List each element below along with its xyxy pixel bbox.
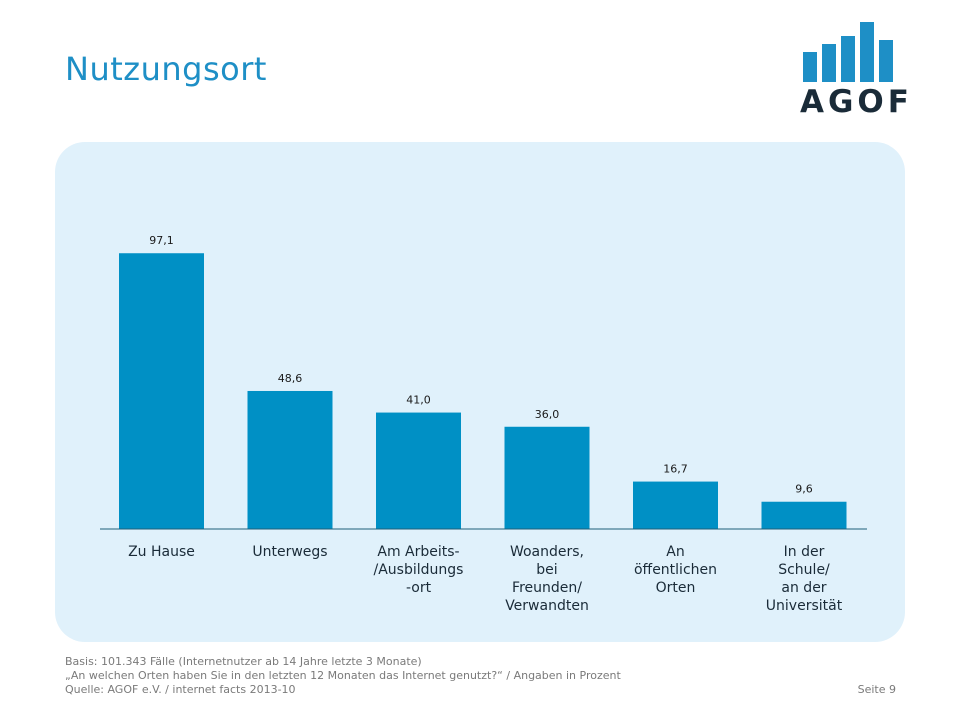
bar-chart: 97,1 Zu Hause 48,6 Unterwegs 41,0 Am Arbeits-…: [100, 234, 867, 614]
logo-bar: [803, 52, 817, 82]
bar: [376, 412, 461, 529]
bar-value-label: 9,6: [795, 483, 813, 496]
category-label: Woanders,: [510, 544, 584, 560]
category-label: In der: [784, 544, 825, 560]
footer-source: Quelle: AGOF e.V. / internet facts 2013-…: [65, 683, 296, 696]
category-label: an der: [781, 580, 826, 596]
bar-value-label: 97,1: [149, 234, 174, 247]
category-label: -ort: [406, 580, 432, 596]
bar: [247, 390, 333, 529]
category-label: An: [666, 544, 684, 560]
category-label: Unterwegs: [252, 544, 327, 560]
footer-basis: Basis: 101.343 Fälle (Internetnutzer ab …: [65, 655, 422, 668]
bar: [761, 501, 847, 529]
category-label: Verwandten: [505, 598, 589, 614]
bar-value-label: 48,6: [278, 372, 303, 385]
category-label: Zu Hause: [128, 544, 195, 560]
category-label: Freunden/: [512, 580, 582, 596]
bar-value-label: 41,0: [406, 394, 431, 407]
category-label: öffentlichen: [634, 562, 717, 578]
logo-bar: [860, 22, 874, 82]
page-title: Nutzungsort: [65, 50, 267, 88]
category-label: /Ausbildungs: [374, 562, 464, 578]
category-label: Orten: [656, 580, 696, 596]
category-label: Universität: [766, 598, 843, 614]
bar: [119, 253, 204, 529]
footer-question: „An welchen Orten haben Sie in den letzt…: [65, 669, 621, 682]
bar: [504, 426, 590, 529]
logo-text: AGOF: [800, 84, 913, 120]
logo-bar: [822, 44, 836, 82]
chart-panel: 97,1 Zu Hause 48,6 Unterwegs 41,0 Am Arbeits-…: [55, 142, 905, 642]
bar: [633, 481, 718, 529]
agof-logo: AGOF: [800, 22, 913, 122]
category-label: Schule/: [778, 562, 830, 578]
bar-value-label: 36,0: [535, 408, 560, 421]
category-label: bei: [536, 562, 557, 578]
page-number: Seite 9: [857, 683, 896, 696]
logo-bar: [879, 40, 893, 82]
category-label: Am Arbeits-: [377, 544, 459, 560]
logo-bars-icon: [800, 22, 900, 82]
logo-bar: [841, 36, 855, 82]
footer-notes: Basis: 101.343 Fälle (Internetnutzer ab …: [65, 655, 621, 697]
bar-value-label: 16,7: [663, 463, 688, 476]
